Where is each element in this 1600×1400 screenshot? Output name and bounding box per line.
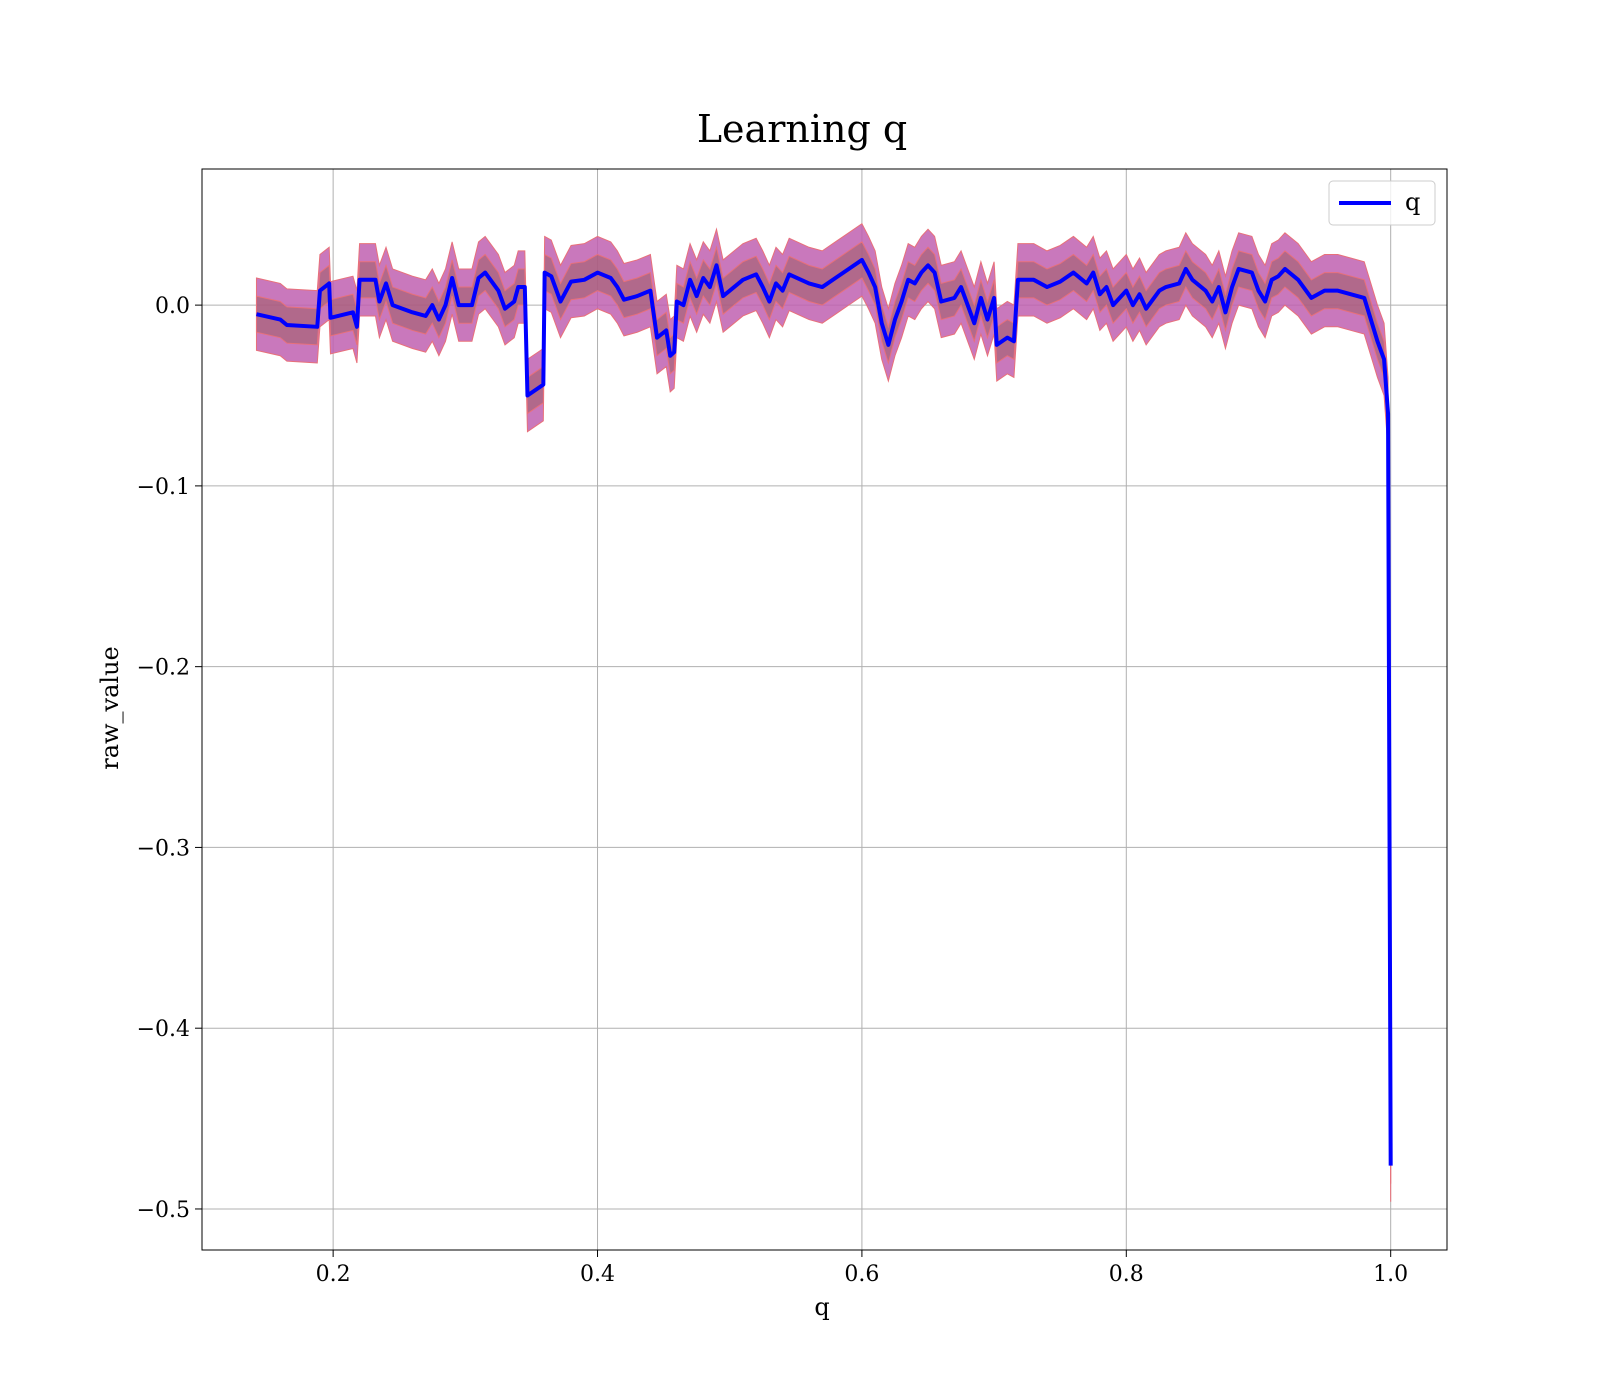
x-tick-label: 0.2 xyxy=(316,1262,351,1287)
y-tick-label: −0.1 xyxy=(137,475,190,500)
line xyxy=(256,257,1393,1166)
x-tick-label: 0.4 xyxy=(580,1262,615,1287)
legend-label: q xyxy=(1405,188,1420,216)
y-axis-label: raw_value xyxy=(96,646,124,770)
y-tick-label: 0.0 xyxy=(155,294,190,319)
x-tick-label: 1.0 xyxy=(1373,1262,1408,1287)
x-axis-label: q xyxy=(814,1293,829,1321)
inner-error-band xyxy=(255,241,1392,1184)
y-tick-label: −0.5 xyxy=(137,1198,190,1223)
error-band xyxy=(255,223,1392,1202)
y-tick-label: −0.2 xyxy=(137,656,190,681)
plot-frame xyxy=(201,168,1448,1251)
chart-title: Learning q xyxy=(697,107,907,151)
y-tick-label: −0.3 xyxy=(137,836,190,861)
legend: q xyxy=(1328,180,1436,226)
x-tick-label: 0.8 xyxy=(1109,1262,1144,1287)
y-tick-label: −0.4 xyxy=(137,1017,190,1042)
x-tick-label: 0.6 xyxy=(844,1262,879,1287)
